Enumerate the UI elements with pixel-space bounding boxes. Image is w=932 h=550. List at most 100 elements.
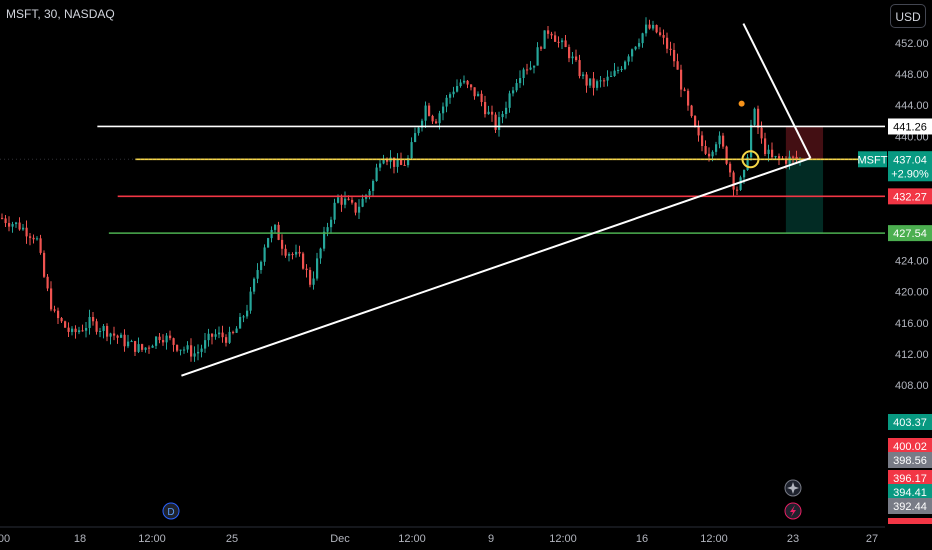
candle-body	[67, 327, 70, 332]
candle-body	[575, 56, 578, 61]
candle-body	[722, 135, 725, 147]
candle-body	[386, 159, 389, 162]
candle-body	[459, 82, 462, 87]
y-tick-label: 420.00	[895, 287, 929, 299]
candle-body	[340, 197, 343, 205]
candle-body	[655, 24, 658, 33]
candle-body	[596, 81, 599, 88]
candle-body	[484, 102, 487, 115]
candle-body	[697, 126, 700, 136]
candle-body	[274, 224, 277, 230]
scale-tag	[888, 452, 932, 468]
candle-body	[438, 113, 441, 124]
candle-body	[186, 345, 189, 350]
y-tick-label: 424.00	[895, 256, 929, 268]
current-change-label: +2.90%	[891, 168, 929, 180]
candle-body	[193, 353, 196, 357]
candle-body	[113, 333, 116, 336]
candle-body	[638, 43, 641, 47]
candle-body	[732, 172, 735, 190]
candle-body	[218, 332, 221, 335]
candle-body	[641, 33, 644, 44]
candle-body	[610, 75, 613, 77]
candle-body	[449, 94, 452, 98]
candle-body	[606, 76, 609, 81]
candle-body	[568, 47, 571, 59]
candle-body	[123, 334, 126, 347]
candle-body	[337, 197, 340, 203]
x-tick-label: 12:00	[138, 533, 166, 545]
candle-body	[708, 153, 711, 157]
candle-body	[515, 83, 518, 91]
candle-body	[263, 247, 266, 262]
candle-body	[25, 227, 28, 237]
candle-body	[645, 24, 648, 34]
candle-body	[785, 158, 788, 164]
candle-body	[207, 333, 210, 341]
dividend-marker	[162, 502, 180, 520]
candle-body	[309, 269, 312, 285]
candle-body	[491, 111, 494, 115]
candle-body	[792, 156, 795, 158]
candle-body	[151, 345, 154, 348]
candle-body	[725, 146, 728, 164]
currency-button[interactable]: USD	[890, 4, 926, 28]
candle-body	[428, 105, 431, 116]
time-axis: 00 18 12:00 25 Dec 12:00 9 12:00 16 12:00 23 27	[0, 526, 885, 545]
y-tick-label: 416.00	[895, 318, 929, 330]
x-tick-label: 23	[787, 533, 799, 545]
candle-body	[99, 330, 102, 332]
candle-body	[228, 331, 231, 343]
scale-tag-label: 403.37	[893, 417, 927, 429]
candle-body	[445, 97, 448, 107]
candle-body	[50, 288, 53, 310]
candle-body	[81, 330, 84, 332]
candle-body	[701, 135, 704, 147]
candle-body	[522, 69, 525, 79]
candle-body	[235, 328, 238, 333]
candle-body	[536, 47, 539, 66]
candle-body	[284, 248, 287, 256]
candle-body	[659, 32, 662, 36]
candle-body	[421, 120, 424, 128]
symbol-flag-label: MSFT	[858, 154, 888, 166]
candle-body	[729, 163, 732, 173]
candle-body	[88, 316, 91, 328]
scale-tag-label: 394.41	[893, 487, 927, 499]
candle-body	[64, 321, 67, 328]
candle-body	[46, 276, 49, 289]
candle-body	[302, 253, 305, 269]
level-tag	[888, 118, 932, 135]
candle-body	[305, 268, 308, 270]
candle-body	[351, 199, 354, 203]
candle-body	[477, 93, 480, 97]
candle-body	[599, 80, 602, 82]
candle-body	[571, 56, 574, 59]
candle-body	[71, 328, 74, 332]
candle-body	[617, 69, 620, 71]
candle-body	[92, 316, 95, 322]
candle-body	[106, 326, 109, 337]
candle-body	[319, 248, 322, 259]
candle-body	[746, 157, 749, 170]
candle-body	[120, 334, 123, 338]
candle-body	[137, 344, 140, 352]
candle-body	[197, 351, 200, 354]
candle-body	[543, 30, 546, 49]
candle-body	[778, 156, 781, 159]
position-box	[785, 126, 824, 234]
candle-body	[169, 335, 172, 339]
candle-body	[95, 321, 98, 332]
candle-body	[494, 114, 497, 130]
chart-title: MSFT, 30, NASDAQ	[6, 7, 115, 21]
dividend-marker-label: D	[167, 507, 174, 518]
candle-body	[29, 236, 32, 238]
falling-resistance	[742, 23, 812, 159]
x-tick-label: Dec	[330, 533, 350, 545]
scale-tag-label: 400.02	[893, 441, 927, 453]
candle-body	[246, 310, 249, 317]
candle-body	[519, 78, 522, 84]
candle-body	[57, 310, 60, 319]
spark-icon-glyph	[787, 482, 799, 494]
